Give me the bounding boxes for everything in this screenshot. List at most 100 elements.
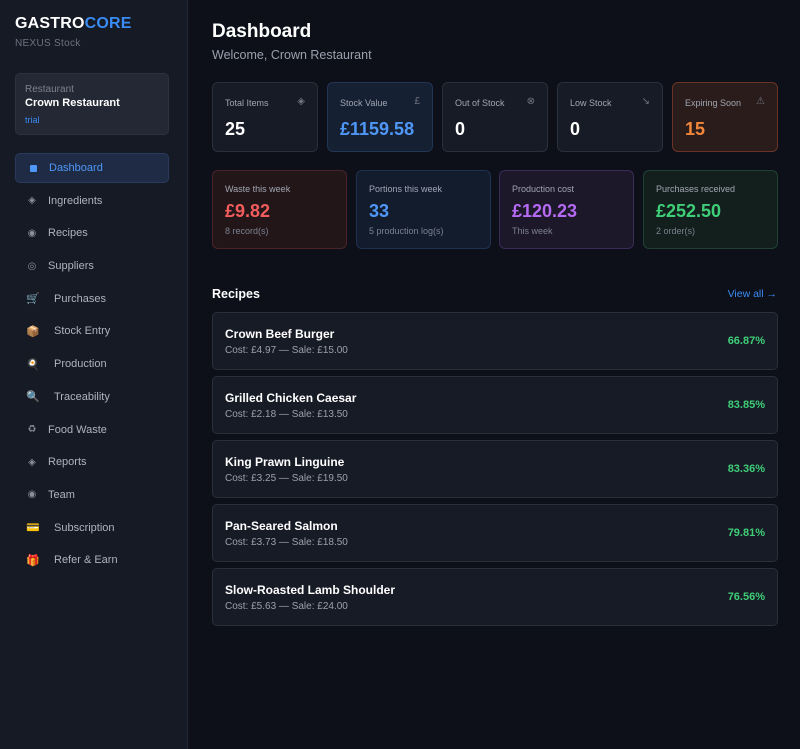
recipe-name: Pan-Seared Salmon: [225, 519, 338, 533]
recipe-cost: Cost: £3.25 — Sale: £19.50: [225, 473, 348, 484]
gift-icon: 🎁: [26, 554, 40, 567]
sidebar-item-dashboard[interactable]: Dashboard: [15, 153, 169, 183]
sidebar-item-traceability[interactable]: 🔍 Traceability: [15, 382, 169, 412]
weekly-sub: 5 production log(s): [369, 226, 444, 236]
circle-icon: ◉: [27, 227, 37, 239]
sidebar-item-team[interactable]: ◉ Team: [15, 480, 169, 510]
recipe-row[interactable]: Slow-Roasted Lamb Shoulder Cost: £5.63 —…: [212, 568, 778, 626]
recipe-margin: 66.87%: [727, 335, 765, 347]
sidebar-item-label: Purchases: [54, 292, 106, 305]
weekly-sub: This week: [512, 226, 553, 236]
weekly-value: £252.50: [656, 201, 722, 221]
sidebar-item-label: Suppliers: [48, 260, 94, 273]
cross-circle-icon: ⊗: [526, 96, 535, 107]
recipe-row[interactable]: Pan-Seared Salmon Cost: £3.73 — Sale: £1…: [212, 504, 778, 562]
brand-subtitle: NEXUS Stock: [15, 38, 81, 49]
welcome-text: Welcome, Crown Restaurant: [212, 48, 372, 62]
recipe-margin: 83.36%: [727, 463, 765, 475]
stat-card-out-of-stock: Out of Stock ⊗ 0: [442, 82, 548, 152]
sidebar-nav: Dashboard ◈ Ingredients ◉ Recipes ◎ Supp…: [15, 153, 169, 578]
warning-icon: ⚠: [756, 96, 765, 107]
sidebar-item-production[interactable]: 🍳 Production: [15, 349, 169, 379]
weekly-value: £120.23: [512, 201, 578, 221]
weekly-card-waste: Waste this week £9.82 8 record(s): [212, 170, 347, 249]
sidebar-item-recipes[interactable]: ◉ Recipes: [15, 218, 169, 248]
credit-card-icon: 💳: [26, 522, 40, 535]
sidebar-item-label: Food Waste: [48, 423, 107, 436]
weekly-label: Production cost: [512, 184, 575, 194]
recipe-margin: 76.56%: [727, 591, 765, 603]
diamond-icon: ◈: [28, 456, 36, 468]
sidebar-item-reports[interactable]: ◈ Reports: [15, 447, 169, 477]
stat-card-low-stock: Low Stock ↘ 0: [557, 82, 663, 152]
sidebar-item-stock-entry[interactable]: 📦 Stock Entry: [15, 316, 169, 346]
sidebar-item-subscription[interactable]: 💳 Subscription: [15, 513, 169, 543]
weekly-value: 33: [369, 201, 390, 221]
stat-value: 0: [570, 119, 581, 139]
sidebar: GASTROCORE NEXUS Stock Restaurant Crown …: [0, 0, 188, 749]
weekly-card-portions: Portions this week 33 5 production log(s…: [356, 170, 491, 249]
stat-label: Expiring Soon: [685, 98, 742, 108]
cart-icon: 🛒: [26, 293, 40, 306]
square-icon: [25, 164, 41, 172]
circle-icon: ◉: [27, 489, 37, 501]
recipe-name: Grilled Chicken Caesar: [225, 391, 357, 405]
sidebar-item-label: Subscription: [54, 521, 115, 534]
recipe-name: Slow-Roasted Lamb Shoulder: [225, 583, 396, 597]
stat-value: 25: [225, 119, 246, 139]
sidebar-item-label: Production: [54, 358, 107, 371]
restaurant-card[interactable]: Restaurant Crown Restaurant trial: [15, 73, 169, 135]
view-all-recipes-link[interactable]: View all →: [727, 288, 777, 300]
sidebar-item-label: Recipes: [48, 227, 88, 240]
stat-label: Stock Value: [340, 98, 388, 108]
pound-icon: £: [414, 96, 420, 107]
sidebar-item-label: Ingredients: [48, 194, 103, 207]
cooking-icon: 🍳: [26, 358, 40, 371]
restaurant-label: Restaurant: [25, 84, 74, 95]
sidebar-item-suppliers[interactable]: ◎ Suppliers: [15, 251, 169, 281]
sidebar-item-label: Dashboard: [49, 162, 103, 174]
recipe-name: Crown Beef Burger: [225, 327, 335, 341]
stat-value: 0: [455, 119, 466, 139]
recipe-margin: 79.81%: [727, 527, 765, 539]
sidebar-item-label: Refer & Earn: [54, 554, 118, 567]
recipe-row[interactable]: King Prawn Linguine Cost: £3.25 — Sale: …: [212, 440, 778, 498]
sidebar-item-label: Team: [48, 488, 75, 501]
main-content: Dashboard Welcome, Crown Restaurant Tota…: [188, 0, 800, 749]
weekly-card-purchases-received: Purchases received £252.50 2 order(s): [643, 170, 778, 249]
weekly-label: Purchases received: [656, 184, 736, 194]
weekly-value: £9.82: [225, 201, 271, 221]
weekly-card-production-cost: Production cost £120.23 This week: [499, 170, 634, 249]
stat-card-expiring-soon: Expiring Soon ⚠ 15: [672, 82, 778, 152]
weekly-sub: 2 order(s): [656, 226, 696, 236]
recycle-icon: ♻: [27, 424, 37, 435]
stat-card-stock-value: Stock Value £ £1159.58: [327, 82, 433, 152]
page-title: Dashboard: [212, 21, 312, 42]
plan-badge: trial: [25, 115, 40, 125]
sidebar-item-label: Stock Entry: [54, 325, 111, 338]
diamond-icon: ◈: [297, 96, 305, 107]
target-icon: ◎: [27, 260, 37, 272]
weekly-label: Portions this week: [369, 184, 443, 194]
diamond-icon: ◈: [28, 195, 36, 207]
stat-card-total-items: Total Items ◈ 25: [212, 82, 318, 152]
brand-part2: CORE: [84, 15, 132, 32]
sidebar-item-refer-earn[interactable]: 🎁 Refer & Earn: [15, 545, 169, 575]
brand-logo[interactable]: GASTROCORE: [15, 15, 132, 33]
sidebar-item-ingredients[interactable]: ◈ Ingredients: [15, 186, 169, 216]
arrow-down-right-icon: ↘: [641, 96, 650, 107]
recipe-row[interactable]: Crown Beef Burger Cost: £4.97 — Sale: £1…: [212, 312, 778, 370]
stat-label: Out of Stock: [455, 98, 505, 108]
weekly-sub: 8 record(s): [225, 226, 269, 236]
sidebar-item-food-waste[interactable]: ♻ Food Waste: [15, 415, 169, 445]
sidebar-item-purchases[interactable]: 🛒 Purchases: [15, 284, 169, 314]
recipe-row[interactable]: Grilled Chicken Caesar Cost: £2.18 — Sal…: [212, 376, 778, 434]
sidebar-item-label: Traceability: [54, 390, 110, 403]
package-icon: 📦: [26, 325, 40, 338]
recipe-margin: 83.85%: [727, 399, 765, 411]
recipes-section-title: Recipes: [212, 287, 260, 301]
stat-label: Low Stock: [570, 98, 612, 108]
stat-label: Total Items: [225, 98, 269, 108]
recipe-cost: Cost: £4.97 — Sale: £15.00: [225, 345, 348, 356]
sidebar-item-label: Reports: [48, 456, 87, 469]
